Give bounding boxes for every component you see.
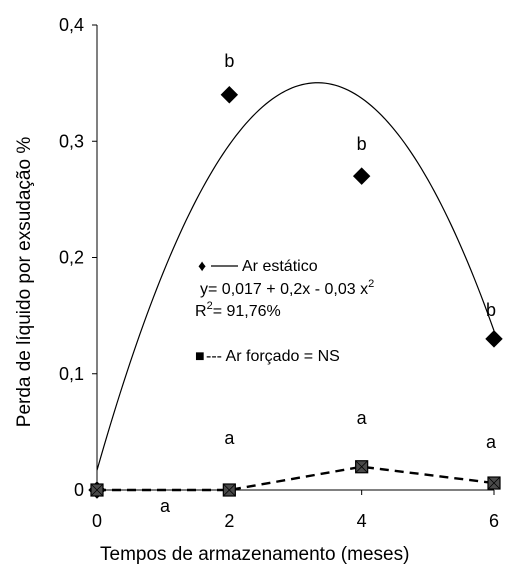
significance-label: b	[224, 51, 234, 71]
x-tick-label: 6	[489, 511, 499, 531]
significance-label: b	[357, 134, 367, 154]
legend-forced-text: --- Ar forçado = NS	[206, 348, 340, 365]
legend-static-symbol: ♦	[198, 258, 206, 275]
tick-labels: 0 0,1 0,2 0,3 0,4 0 2 4 6	[59, 15, 499, 531]
curves	[96, 82, 495, 492]
x-tick-label: 0	[92, 511, 102, 531]
static-air-point	[352, 167, 371, 185]
legend: ♦ Ar estático y= 0,017 + 0,2x - 0,03 x2 …	[195, 258, 374, 365]
forced-air-point-cross	[355, 460, 368, 474]
legend-equation-sup: 2	[368, 278, 374, 290]
static-air-point	[485, 330, 503, 348]
forced-air-line	[97, 465, 495, 492]
y-tick-label: 0	[74, 480, 84, 500]
legend-r2-prefix: R	[195, 303, 207, 320]
legend-r2-value: = 91,76%	[213, 303, 281, 320]
legend-equation: y= 0,017 + 0,2x - 0,03 x2	[200, 278, 374, 298]
y-tick-label: 0,2	[59, 248, 84, 268]
significance-label: a	[224, 428, 235, 448]
legend-r2-sup: 2	[207, 300, 213, 312]
static-air-fit-curve	[96, 82, 495, 471]
significance-label: b	[486, 300, 496, 320]
y-tick-label: 0,3	[59, 131, 84, 151]
significance-label: a	[357, 408, 368, 428]
legend-static-name: Ar estático	[242, 258, 318, 275]
x-tick-label: 2	[224, 511, 234, 531]
legend-r2: R2= 91,76%	[195, 300, 281, 320]
legend-equation-text: y= 0,017 + 0,2x - 0,03 x	[200, 281, 368, 298]
x-axis-title: Tempos de armazenamento (meses)	[100, 544, 409, 565]
forced-air-point-cross	[487, 476, 501, 490]
y-tick-label: 0,1	[59, 364, 84, 384]
forced-air-point-cross	[223, 483, 236, 497]
legend-forced-symbol: ■	[195, 348, 205, 365]
x-tick-label: 4	[357, 511, 367, 531]
static-air-point	[220, 86, 239, 104]
forced-air-point-cross	[90, 483, 104, 497]
significance-label: a	[486, 432, 497, 452]
y-axis-title: Perda de líquido por exsudação %	[14, 137, 35, 428]
significance-label: a	[160, 496, 171, 516]
y-tick-label: 0,4	[59, 15, 84, 35]
data-marks	[88, 86, 503, 499]
significance-labels: b b b a a a a	[160, 51, 497, 516]
